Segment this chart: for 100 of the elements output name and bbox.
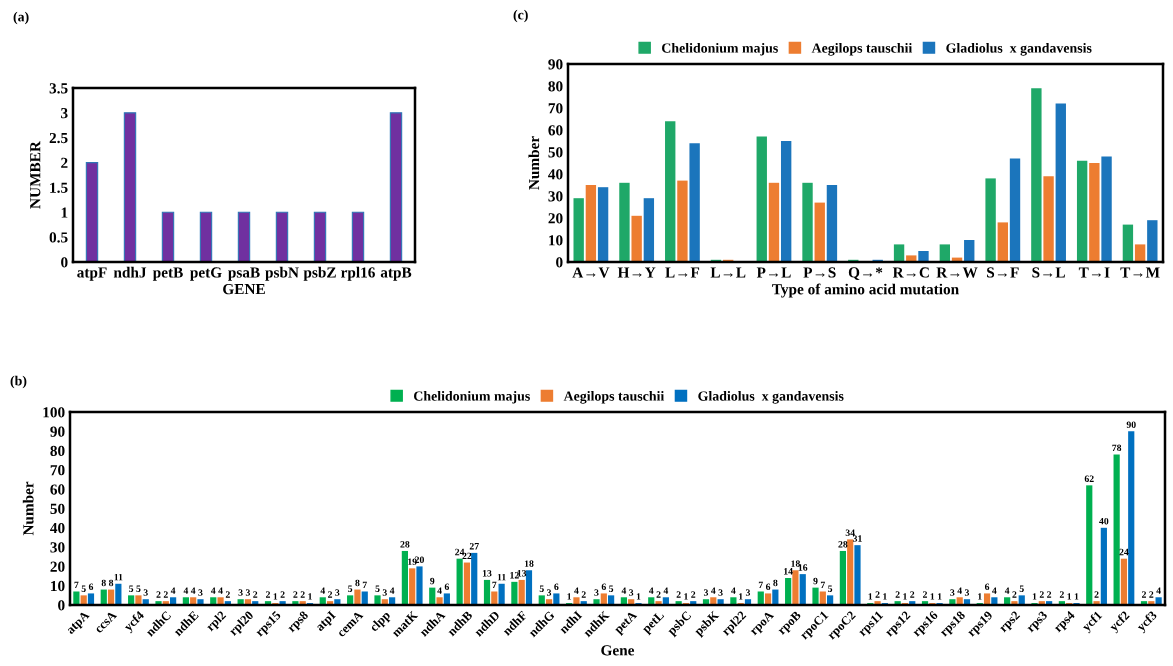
x-tick-label: P→L [756, 267, 791, 278]
data-label: 5 [375, 585, 380, 592]
x-tick-label: S→F [987, 267, 1019, 278]
data-label: 2 [156, 591, 161, 598]
y-tick-label: 2 [61, 157, 68, 168]
data-label: 2 [691, 591, 696, 598]
data-label: 3 [629, 589, 634, 596]
data-label: 78 [1112, 444, 1122, 452]
x-tick-label: Q→* [848, 267, 883, 280]
data-label: 5 [1019, 585, 1024, 592]
data-label: 5 [539, 585, 544, 592]
data-label: 7 [74, 581, 79, 589]
x-tick-label: clpp [368, 610, 393, 634]
data-label: 2 [163, 591, 168, 598]
y-tick-label: 60 [50, 484, 65, 495]
data-label: 3 [594, 589, 599, 596]
data-label: 2 [895, 591, 900, 598]
data-label: 1 [883, 593, 887, 600]
y-tick-label: 3 [61, 108, 68, 119]
data-label: 18 [524, 560, 534, 567]
x-tick-label: H→Y [617, 267, 656, 278]
data-label: 1 [1032, 593, 1037, 600]
x-tick-label: rps4 [1053, 610, 1078, 635]
y-tick-label: 50 [548, 147, 563, 158]
data-label: 2 [1047, 591, 1052, 598]
data-label: 2 [293, 591, 298, 598]
data-label: 3 [382, 589, 387, 596]
data-label: 3 [703, 589, 709, 596]
data-label: 1 [739, 593, 743, 600]
data-label: 2 [1039, 591, 1044, 598]
y-tick-label: 30 [548, 191, 563, 202]
data-label: 5 [136, 585, 141, 592]
data-label: 2 [253, 591, 258, 598]
y-tick-label: 40 [548, 169, 563, 180]
data-label: 6 [444, 583, 450, 591]
data-label: 1 [978, 593, 982, 600]
y-axis-title: Number [528, 136, 540, 190]
data-label: 3 [198, 589, 203, 596]
data-label: 6 [984, 583, 990, 591]
data-label: 8 [773, 579, 778, 587]
data-label: 14 [784, 568, 793, 575]
data-label: 4 [648, 587, 654, 594]
data-label: 4 [218, 587, 223, 594]
data-label: 2 [875, 591, 880, 598]
data-label: 27 [469, 542, 479, 550]
data-label: 1 [868, 593, 873, 600]
data-label: 2 [581, 591, 586, 598]
data-label: 1 [937, 593, 942, 600]
data-label: 3 [143, 589, 148, 596]
data-label: 12 [510, 571, 519, 579]
data-label: 4 [621, 587, 627, 594]
data-label: 6 [554, 583, 559, 591]
data-label: 1 [903, 593, 907, 600]
x-tick-label: atpI [314, 610, 338, 634]
data-label: 3 [950, 589, 955, 596]
y-tick-label: 80 [50, 445, 65, 457]
data-label: 16 [798, 564, 808, 571]
data-label: 3 [718, 589, 723, 596]
data-label: 28 [400, 541, 410, 548]
x-tick-label: A→V [572, 267, 610, 278]
data-label: 4 [183, 587, 189, 594]
data-label: 13 [517, 570, 527, 577]
x-tick-label: psbZ [303, 266, 336, 281]
x-tick-label: psbN [265, 266, 299, 281]
data-label: 3 [238, 589, 243, 596]
data-label: 1 [1074, 593, 1079, 600]
data-label: 1 [1067, 593, 1072, 600]
data-label: 7 [758, 581, 763, 589]
legend-label: Gladiolus x gandavensis [946, 42, 1092, 56]
legend-label: Chelidonium majus [662, 42, 778, 56]
data-label: 4 [389, 587, 395, 594]
data-label: 4 [1004, 587, 1010, 594]
legend-label: Aegilops tauschii [563, 390, 665, 404]
data-label: 90 [1126, 421, 1136, 428]
data-label: 2 [328, 591, 333, 598]
data-label: 11 [497, 573, 506, 581]
x-axis-title: GENE [223, 283, 265, 295]
data-label: 34 [845, 529, 855, 537]
data-label: 2 [922, 591, 928, 598]
x-tick-label: T→I [1078, 267, 1110, 278]
data-label: 1 [308, 593, 312, 600]
x-tick-label: atpB [380, 267, 412, 281]
data-label: 31 [852, 535, 862, 542]
data-label: 1 [636, 593, 641, 600]
data-label: 5 [348, 585, 353, 592]
data-label: 9 [813, 577, 818, 585]
x-tick-label: R→C [892, 267, 929, 278]
data-label: 4 [170, 587, 176, 594]
data-label: 3 [245, 589, 251, 596]
y-tick-label: 1.5 [50, 182, 68, 193]
data-label: 1 [930, 593, 935, 600]
y-tick-label: 90 [548, 59, 563, 70]
y-axis-title: Number [22, 481, 34, 536]
x-tick-label: petG [190, 267, 222, 281]
y-tick-label: 80 [548, 81, 563, 92]
data-label: 5 [828, 585, 833, 592]
x-tick-label: atpA [65, 610, 92, 637]
data-label: 20 [415, 556, 424, 564]
data-label: 18 [791, 560, 800, 567]
x-tick-label: L→L [710, 267, 746, 278]
